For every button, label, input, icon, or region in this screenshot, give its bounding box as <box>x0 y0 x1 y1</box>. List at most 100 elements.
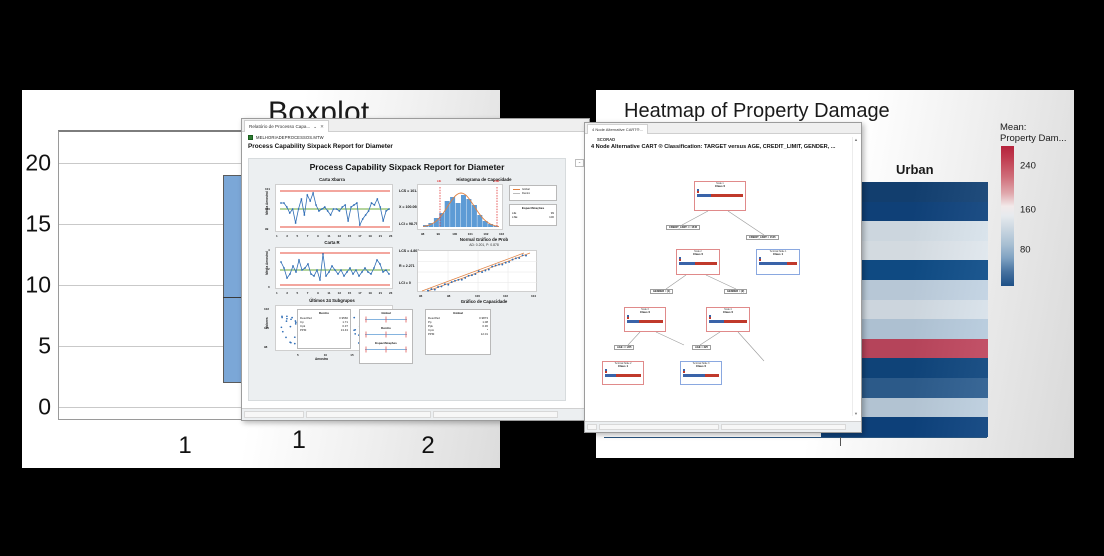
cart-stat-swatch <box>758 256 761 259</box>
cart-node-class: Class 1 <box>772 252 784 257</box>
close-icon[interactable]: ✕ <box>320 123 325 129</box>
scroll-up-icon[interactable]: ▲ <box>854 137 858 142</box>
axis-tick-label: 1 <box>276 291 278 295</box>
cart-node-stat-row <box>708 314 748 317</box>
within-row-label: Cpk <box>300 324 306 328</box>
spec-table-row: LSE 100 <box>510 215 556 219</box>
legend-row: Global <box>510 186 556 191</box>
cart-report-title: 4 Node Alternative CART ® Classification… <box>591 144 836 150</box>
cart-stat-swatch <box>708 314 711 317</box>
last24-x-axis-label: Amostra <box>315 357 328 361</box>
capability-bars-panel: Global Dentro Especificações <box>359 309 413 364</box>
axis-tick-label: 102 <box>264 307 270 311</box>
probplot-subtitle: AD: 0.201, P: 0.878 <box>469 243 499 247</box>
cart-stat-swatch <box>678 258 681 261</box>
axis-tick-label: 11 <box>327 291 331 295</box>
scroll-down-icon[interactable]: ▼ <box>854 411 858 416</box>
cart-node-bar-chart <box>604 373 642 377</box>
cart-node: Node 4 Class 0 <box>706 307 750 332</box>
cart-bar-class1 <box>615 373 642 377</box>
cart-vertical-scrollbar[interactable]: ▲ ▼ <box>852 137 859 416</box>
boxplot-y-tick-label: 20 <box>25 149 51 176</box>
probplot-title: Normal Gráfico de Prob <box>459 237 509 242</box>
axis-tick-label: 5 <box>296 291 299 295</box>
overall-row-value: 12.01 <box>480 332 488 336</box>
heatmap-cell <box>821 358 988 379</box>
within-row-value: 13.43 <box>340 328 348 332</box>
within-row-label: PPM <box>300 328 307 332</box>
histogram-title: Histograma de Capacidade <box>456 177 512 182</box>
axis-tick-label: 3 <box>286 234 288 238</box>
overall-row-value: 0.9873 <box>479 316 488 320</box>
minitab-body: MELHORIADEPROCESSOS.MTW Process Capabili… <box>242 132 589 406</box>
spec-limit-label: LSE <box>494 180 500 183</box>
cart-window[interactable]: 4 Node Alternative CART®... SCORAD 4 Nod… <box>584 122 862 433</box>
within-row-value: 0.9566 <box>339 316 348 320</box>
cart-node-stat-row <box>604 368 642 371</box>
spec-table-header: Especificações <box>521 206 545 210</box>
axis-tick-label: 23 <box>389 234 393 238</box>
overall-row-value: 0.36 <box>482 324 488 328</box>
cart-node-bar-chart <box>758 261 798 265</box>
axis-tick-label: 7 <box>306 234 309 238</box>
axis-tick-label: 13 <box>337 234 341 238</box>
cart-node-bar-chart <box>708 319 748 323</box>
capability-bar-label: Especificações <box>375 341 397 345</box>
capability-bar-groups: Global Dentro Especificações <box>360 310 412 355</box>
axis-tick-label: 101 <box>467 232 473 236</box>
cart-split-label: AGE > 225 <box>692 345 711 350</box>
minitab-window[interactable]: Relatório de Processo Capa... ⌄ ✕ MELHOR… <box>241 118 590 421</box>
axis-tick-label: 7 <box>306 291 309 295</box>
cart-bar-class0 <box>696 193 711 197</box>
cart-node-label: Terminal Node 1 <box>769 250 787 253</box>
capability-bar-label: Dentro <box>381 326 391 330</box>
tab-process-capability-report[interactable]: Relatório de Processo Capa... ⌄ ✕ <box>244 120 330 132</box>
axis-tick-label: 103 <box>499 232 505 236</box>
spec-table: Especificações LIE 99 LSE 100 <box>509 204 557 226</box>
overall-row-label: PPM <box>428 332 435 336</box>
boxplot-y-tick-label: 0 <box>38 393 51 420</box>
spec-row-value: 100 <box>549 215 554 219</box>
overall-row-value: * <box>486 328 488 332</box>
cart-tree-canvas: Node 1 Class 0 Node 2 Class 0 Terminal Node … <box>588 155 850 420</box>
heatmap-grid <box>821 182 988 437</box>
heatmap-colorbar-legend: Mean: Property Dam... 240 160 80 <box>1000 122 1074 286</box>
axis-tick-label: 10 <box>323 353 328 357</box>
overall-table-row: DesvPad 0.9873 <box>426 316 490 320</box>
cart-stat-swatch <box>696 190 699 193</box>
heatmap-cell <box>821 240 988 261</box>
cart-node-class: Class 0 <box>695 364 707 369</box>
cart-node-stat-row <box>678 258 718 261</box>
spec-row-label: LIE <box>512 211 517 215</box>
tab-cart-classification[interactable]: 4 Node Alternative CART®... <box>587 124 648 134</box>
histogram-legend: Global Dentro <box>509 185 557 201</box>
within-table-row: DesvPad 0.9566 <box>298 316 350 320</box>
chevron-down-icon[interactable]: ⌄ <box>313 123 318 129</box>
status-segment <box>587 424 597 430</box>
boxplot-y-tick-label: 10 <box>25 271 51 298</box>
collapse-icon[interactable]: ⌃ <box>575 159 584 167</box>
within-table-row: Cpk 0.37 <box>298 324 350 328</box>
capability-chart-title: Gráfico de Capacidade <box>460 299 508 304</box>
capability-bar-group: Dentro <box>360 325 412 340</box>
cart-node-bar-chart <box>678 261 718 265</box>
overall-table-row: PPM 12.01 <box>426 332 490 336</box>
heatmap-column-header: Urban <box>896 162 934 177</box>
cart-stat-swatch <box>708 316 711 319</box>
legend-label: Dentro <box>522 192 531 195</box>
cart-node-bar-chart <box>696 193 744 197</box>
cart-bar-class1 <box>704 373 720 377</box>
sixpack-report-title: Process Capability Sixpack Report for Di… <box>309 162 505 172</box>
axis-tick-label: 13 <box>337 291 341 295</box>
within-row-label: Cp <box>300 320 304 324</box>
within-table-header: Dentro <box>319 311 329 315</box>
control-limit-annotation: LCS = 4.801 <box>399 249 420 253</box>
cart-bar-class1 <box>710 193 744 197</box>
cart-node-label: Node 4 <box>724 308 732 311</box>
probplot-panel <box>417 250 538 293</box>
legend-title-line2: Property Dam... <box>1000 133 1067 144</box>
cart-node-stat-row <box>678 256 718 259</box>
axis-tick-label: 104 <box>531 294 537 298</box>
cart-node-stat-row <box>604 370 642 373</box>
heatmap-cell <box>821 201 988 222</box>
